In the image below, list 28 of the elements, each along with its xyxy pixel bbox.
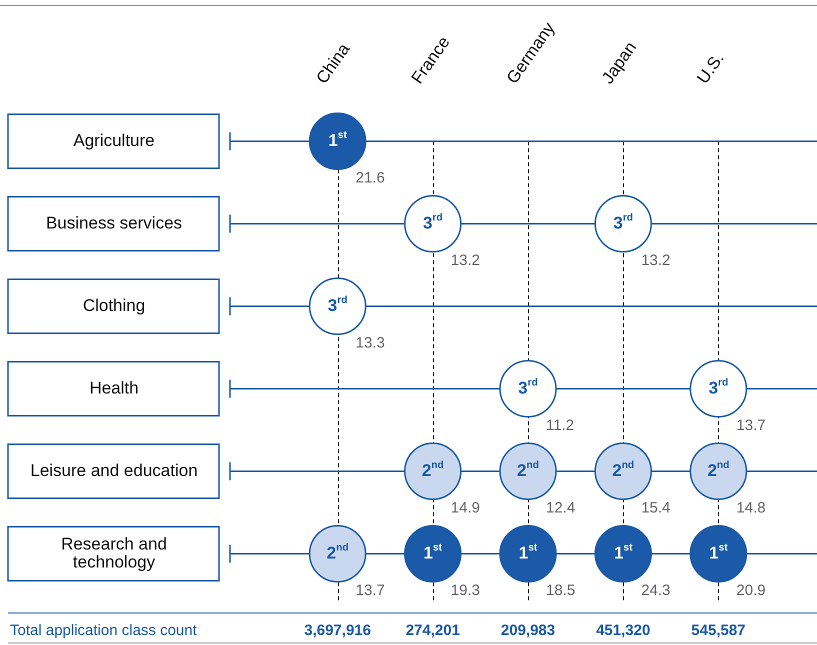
text: 3,697,916 <box>304 622 371 640</box>
y-tick-label: Agriculture <box>73 130 155 150</box>
data-label: 11.2 <box>546 416 574 434</box>
text: 274,201 <box>406 622 460 640</box>
data-label: 19.3 <box>450 582 480 599</box>
data-label: 18.5 <box>546 582 576 599</box>
text: 545,587 <box>691 622 746 640</box>
data-label: 21.6 <box>356 169 385 186</box>
data-label: 15.4 <box>641 499 670 516</box>
data-label: 20.9 <box>736 582 766 599</box>
data-label: 13.7 <box>356 582 385 599</box>
data-label: 12.4 <box>546 499 576 516</box>
data-label: 13.2 <box>450 252 480 269</box>
data-label: 13.7 <box>736 416 766 434</box>
data-label: 14.8 <box>736 499 766 516</box>
data-label: 13.2 <box>641 252 670 269</box>
y-tick-label: Health <box>89 378 139 398</box>
text: Total application class count <box>10 622 198 640</box>
text: 209,983 <box>500 622 556 640</box>
y-tick-label: Leisure and education <box>30 460 198 480</box>
y-tick-label: Research and technology <box>61 534 167 572</box>
y-tick-label: Clothing <box>82 296 146 315</box>
y-tick-label: Business services <box>46 213 182 232</box>
text: 451,320 <box>596 622 650 640</box>
data-label: 14.9 <box>450 499 480 516</box>
x-tick-label: U.S. <box>693 49 728 88</box>
data-label: 13.3 <box>356 334 385 352</box>
data-label: 24.3 <box>641 582 670 599</box>
